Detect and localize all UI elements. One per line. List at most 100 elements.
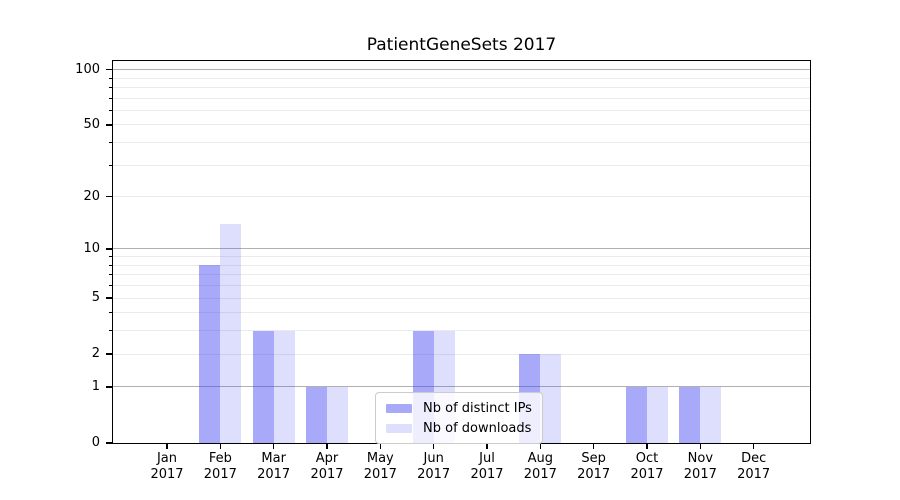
x-tick-mark bbox=[592, 444, 595, 449]
x-tick-label-line: May bbox=[366, 451, 394, 466]
minor-gridline bbox=[113, 353, 810, 355]
y-tick-label: 5 bbox=[91, 290, 100, 306]
y-minor-tick-mark bbox=[109, 97, 113, 99]
y-minor-tick-mark bbox=[109, 142, 113, 144]
legend-entry-distinct-ips: Nb of distinct IPs bbox=[386, 398, 532, 418]
major-gridline bbox=[113, 69, 810, 71]
x-tick-mark bbox=[379, 444, 382, 449]
y-minor-tick-mark bbox=[109, 330, 113, 332]
x-tick-label-line: 2017 bbox=[150, 466, 184, 482]
x-tick-label-line: 2017 bbox=[470, 466, 504, 482]
y-tick-label: 20 bbox=[83, 188, 100, 204]
x-tick-mark bbox=[539, 444, 542, 449]
legend-label-downloads: Nb of downloads bbox=[423, 420, 532, 436]
x-tick-mark bbox=[166, 444, 168, 449]
x-tick-label-line: 2017 bbox=[203, 466, 237, 482]
x-tick-label-line: Jun bbox=[423, 451, 444, 466]
x-tick-label: Feb 2017 bbox=[190, 451, 250, 482]
x-tick-label-line: Sep bbox=[581, 451, 606, 466]
x-tick-label: Sep 2017 bbox=[564, 451, 624, 482]
x-tick-label: Apr 2017 bbox=[297, 451, 357, 482]
x-tick-mark bbox=[486, 444, 488, 449]
x-tick-mark bbox=[432, 444, 435, 449]
bar-nb-of-distinct-ips bbox=[199, 265, 221, 443]
minor-gridline bbox=[113, 86, 810, 88]
x-tick-label-line: Jul bbox=[479, 451, 495, 466]
minor-gridline bbox=[113, 109, 810, 111]
x-tick-label: Nov 2017 bbox=[670, 451, 730, 482]
y-tick-label: 10 bbox=[83, 240, 100, 256]
y-minor-tick-mark bbox=[109, 264, 113, 266]
x-tick-label: Aug 2017 bbox=[510, 451, 570, 482]
x-tick-label: Mar 2017 bbox=[244, 451, 304, 482]
minor-gridline bbox=[113, 142, 810, 144]
y-minor-tick-mark bbox=[109, 312, 113, 314]
minor-gridline bbox=[113, 330, 810, 332]
legend-label-distinct-ips: Nb of distinct IPs bbox=[423, 400, 532, 416]
bar-nb-of-downloads bbox=[326, 386, 348, 443]
x-tick-label-line: Dec bbox=[741, 451, 767, 466]
x-tick-label-line: Aug bbox=[527, 451, 554, 466]
plot-area bbox=[113, 61, 810, 443]
minor-gridline bbox=[113, 312, 810, 314]
x-tick-mark bbox=[272, 444, 275, 449]
x-tick-label-line: 2017 bbox=[737, 466, 771, 482]
bar-nb-of-distinct-ips bbox=[252, 330, 274, 443]
y-tick-label: 1 bbox=[91, 378, 100, 394]
y-tick-label: 50 bbox=[83, 116, 100, 132]
y-tick-mark bbox=[106, 248, 113, 250]
gridlines bbox=[113, 61, 810, 443]
y-minor-tick-mark bbox=[109, 109, 113, 111]
bar-nb-of-distinct-ips bbox=[625, 386, 647, 443]
minor-gridline bbox=[113, 164, 810, 166]
y-tick-label: 0 bbox=[91, 435, 100, 450]
bar-nb-of-downloads bbox=[646, 386, 668, 443]
legend-swatch-distinct-ips bbox=[386, 403, 412, 413]
legend: Nb of distinct IPs Nb of downloads bbox=[375, 392, 543, 444]
x-tick-mark bbox=[699, 444, 702, 449]
x-tick-label-line: 2017 bbox=[523, 466, 557, 482]
x-tick-label: Oct 2017 bbox=[617, 451, 677, 482]
x-tick-mark bbox=[752, 444, 755, 449]
x-tick-label: Jun 2017 bbox=[404, 451, 464, 482]
bar-nb-of-distinct-ips bbox=[679, 386, 701, 443]
y-tick-mark bbox=[106, 124, 113, 126]
x-tick-label: Jan 2017 bbox=[137, 451, 197, 482]
x-tick-label: May 2017 bbox=[350, 451, 410, 482]
bars bbox=[113, 61, 810, 443]
y-tick-label: 2 bbox=[91, 346, 100, 362]
y-tick-mark bbox=[106, 442, 113, 444]
minor-gridline bbox=[113, 274, 810, 276]
x-tick-mark bbox=[646, 444, 648, 449]
major-gridline bbox=[113, 248, 810, 250]
x-tick-label: Dec 2017 bbox=[724, 451, 784, 482]
x-tick-label-line: Feb bbox=[208, 451, 232, 466]
bar-nb-of-downloads bbox=[220, 223, 242, 443]
y-minor-tick-mark bbox=[109, 77, 113, 79]
y-minor-tick-mark bbox=[109, 274, 113, 276]
minor-gridline bbox=[113, 297, 810, 299]
y-tick-mark bbox=[106, 353, 113, 355]
x-tick-label-line: Apr bbox=[315, 451, 339, 466]
minor-gridline bbox=[113, 196, 810, 198]
y-minor-tick-mark bbox=[109, 86, 113, 88]
x-tick-label-line: 2017 bbox=[417, 466, 451, 482]
x-tick-label-line: Nov bbox=[687, 451, 714, 466]
legend-entry-downloads: Nb of downloads bbox=[386, 418, 532, 438]
x-tick-mark bbox=[326, 444, 328, 449]
x-tick-mark bbox=[219, 444, 222, 449]
x-tick-label-line: 2017 bbox=[363, 466, 397, 482]
x-tick-label-line: Jan bbox=[156, 451, 178, 466]
x-tick-label-line: 2017 bbox=[257, 466, 291, 482]
y-tick-label: 100 bbox=[75, 61, 100, 77]
minor-gridline bbox=[113, 264, 810, 266]
x-tick-label-line: 2017 bbox=[683, 466, 717, 482]
bar-nb-of-downloads bbox=[540, 354, 562, 443]
y-tick-mark bbox=[106, 386, 113, 388]
x-tick-label: Jul 2017 bbox=[457, 451, 517, 482]
y-tick-mark bbox=[106, 297, 113, 299]
x-tick-label-line: 2017 bbox=[630, 466, 664, 482]
y-minor-tick-mark bbox=[109, 256, 113, 258]
bar-nb-of-downloads bbox=[273, 330, 295, 443]
